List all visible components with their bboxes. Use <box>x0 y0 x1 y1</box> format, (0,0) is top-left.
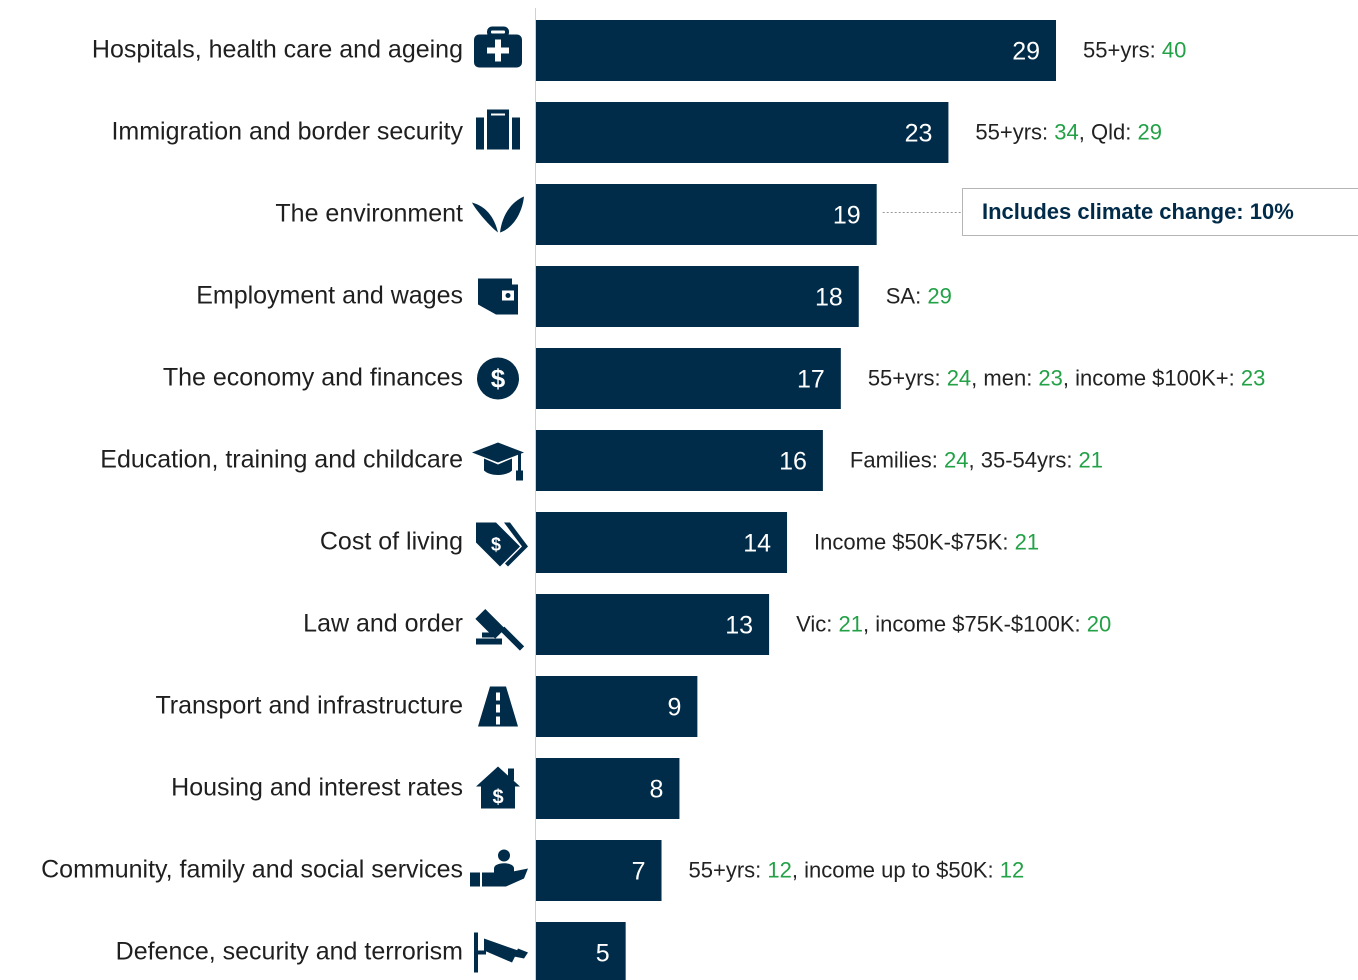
subgroup-note-11: 55+yrs: 12, income up to $50K: 12 <box>689 858 1025 883</box>
bar-6 <box>536 430 823 491</box>
bar-value-7: 14 <box>743 530 771 558</box>
subgroup-note-1: 55+yrs: 40 <box>1083 38 1186 63</box>
category-label-1: Hospitals, health care and ageing <box>92 36 463 64</box>
bar-2 <box>536 102 949 163</box>
bar-value-8: 13 <box>725 612 753 640</box>
bar-value-12: 5 <box>596 940 610 968</box>
category-label-2: Immigration and border security <box>111 118 463 146</box>
subgroup-note-4: SA: 29 <box>886 284 952 309</box>
subgroup-note-6: Families: 24, 35-54yrs: 21 <box>850 448 1103 473</box>
bar-value-4: 18 <box>815 284 843 312</box>
bar-3 <box>536 184 877 245</box>
bar-value-3: 19 <box>833 202 861 230</box>
category-label-8: Law and order <box>303 610 463 638</box>
category-label-5: The economy and finances <box>163 364 463 392</box>
briefcase-icon <box>476 109 520 150</box>
house-dollar-icon: $ <box>476 766 520 809</box>
bar-8 <box>536 594 770 655</box>
category-label-3: The environment <box>275 200 463 228</box>
category-label-12: Defence, security and terrorism <box>116 938 463 966</box>
bar-value-2: 23 <box>905 120 933 148</box>
category-label-9: Transport and infrastructure <box>155 692 463 720</box>
bar-12 <box>536 922 626 980</box>
bar-10 <box>536 758 680 819</box>
leaf-icon <box>472 196 524 233</box>
subgroup-note-2: 55+yrs: 34, Qld: 29 <box>975 120 1162 145</box>
security-camera-icon <box>474 932 528 973</box>
gavel-icon <box>475 608 525 651</box>
subgroup-note-8: Vic: 21, income $75K-$100K: 20 <box>796 612 1111 637</box>
category-label-10: Housing and interest rates <box>171 774 463 802</box>
svg-text:$: $ <box>492 787 503 809</box>
category-label-6: Education, training and childcare <box>100 446 463 474</box>
helping-hand-icon <box>470 849 528 887</box>
bar-1 <box>536 20 1056 81</box>
bar-9 <box>536 676 698 737</box>
climate-change-callout: Includes climate change: 10% <box>962 188 1358 236</box>
road-icon <box>478 686 518 727</box>
bar-value-5: 17 <box>797 366 825 394</box>
bar-value-1: 29 <box>1012 38 1040 66</box>
bar-5 <box>536 348 841 409</box>
svg-text:$: $ <box>491 535 501 555</box>
bar-value-9: 9 <box>667 694 681 722</box>
category-label-4: Employment and wages <box>196 282 463 310</box>
graduation-cap-icon <box>472 442 524 481</box>
subgroup-note-7: Income $50K-$75K: 21 <box>814 530 1039 555</box>
dollar-coin-icon: $ <box>477 357 519 400</box>
svg-text:$: $ <box>491 364 506 394</box>
price-tag-icon: $ <box>476 522 528 567</box>
bar-value-11: 7 <box>632 858 646 886</box>
bar-4 <box>536 266 859 327</box>
category-label-11: Community, family and social services <box>41 856 463 884</box>
medical-kit-icon <box>474 26 522 68</box>
bar-value-6: 16 <box>779 448 807 476</box>
bar-11 <box>536 840 662 901</box>
wallet-icon <box>478 278 518 315</box>
category-label-7: Cost of living <box>320 528 463 556</box>
subgroup-note-5: 55+yrs: 24, men: 23, income $100K+: 23 <box>868 366 1266 391</box>
bar-7 <box>536 512 788 573</box>
bar-value-10: 8 <box>650 776 664 804</box>
